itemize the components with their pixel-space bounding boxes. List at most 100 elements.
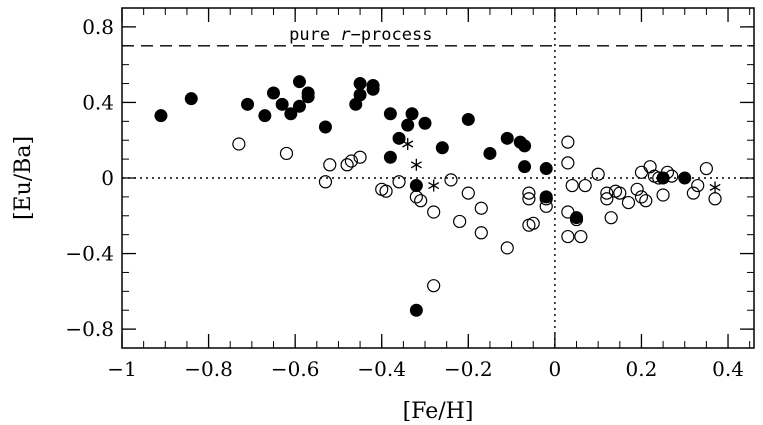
filled-circle-point (241, 97, 255, 111)
filled-circle-point (154, 109, 168, 123)
open-circle-point (522, 186, 536, 200)
filled-circle-point (418, 116, 432, 130)
open-circle-point (539, 199, 553, 213)
open-circle-point (591, 167, 605, 181)
open-circle-point (344, 154, 359, 168)
filled-circle-point (284, 107, 298, 121)
filled-circle-point (366, 82, 380, 96)
x-tick-label: −0.8 (184, 357, 233, 381)
filled-circle-point (539, 162, 553, 176)
open-circle-point (665, 169, 679, 183)
open-circle-point (634, 165, 649, 179)
x-tick-label: −0.6 (271, 357, 320, 381)
filled-circle-point (383, 150, 397, 164)
annotation-r-italic: r (340, 25, 351, 45)
open-circle-point (561, 205, 575, 219)
x-tick-label: 0.2 (626, 357, 658, 381)
filled-circle-point (383, 107, 397, 121)
open-circle-point (686, 186, 700, 200)
open-circle-point (613, 186, 627, 200)
data-points (154, 75, 722, 317)
open-circle-point (539, 192, 553, 206)
x-tick-label: −0.2 (444, 357, 493, 381)
tick-labels: −1 −0.8 −0.6 −0.4 −0.2 0 0.2 0.4 −0.8 −0.4 0 0.4 0.8 (65, 15, 744, 381)
open-circle-point (318, 175, 333, 189)
open-circle-point (565, 178, 579, 193)
filled-circle-point (301, 90, 315, 104)
open-circle-point (600, 192, 614, 206)
open-circle-point (414, 194, 428, 208)
open-circle-point (634, 190, 649, 204)
open-circle-point (353, 150, 367, 164)
y-tick-label: 0.4 (82, 90, 114, 114)
open-circle-point (639, 194, 653, 208)
open-circle-point (427, 205, 441, 219)
open-circle-point (621, 195, 636, 210)
open-circle-point (643, 160, 657, 174)
open-circle-point (578, 178, 592, 193)
open-circle-point (392, 175, 406, 189)
x-axis-title: [Fe/H] (403, 399, 474, 424)
open-circle-point (427, 279, 441, 293)
filled-circle-point (401, 118, 415, 132)
asterisk-point (410, 158, 422, 171)
filled-circle-point (292, 99, 306, 113)
open-circle-point (232, 137, 246, 151)
open-circle-point (522, 192, 536, 206)
x-tick-label: 0 (549, 357, 562, 381)
filled-circle-point (392, 131, 406, 145)
filled-circle-point (409, 303, 423, 317)
open-circle-point (526, 216, 540, 230)
open-circle-point (409, 190, 423, 204)
open-circle-point (699, 161, 713, 176)
asterisk-point (402, 138, 414, 150)
open-circle-point (444, 173, 458, 187)
annotation-suffix: −process (351, 25, 433, 45)
y-tick-label: 0 (101, 166, 114, 190)
reference-lines (122, 8, 754, 348)
open-circle-point (604, 211, 618, 225)
filled-circle-point (461, 112, 475, 126)
filled-circle-point (267, 86, 281, 100)
open-circle-point (561, 156, 575, 170)
open-circle-point (660, 165, 675, 179)
asterisk-point (428, 179, 440, 192)
annotation-prefix: pure (289, 25, 340, 45)
annotation-label: pure r−process (289, 25, 432, 45)
open-circle-point (691, 178, 705, 193)
filled-circle-point (353, 88, 367, 102)
filled-circle-point (678, 171, 692, 185)
filled-circle-point (405, 107, 419, 121)
open-circle-point (656, 188, 670, 202)
filled-circle-point (184, 92, 198, 106)
open-circle-point (379, 184, 393, 198)
filled-circle-point (435, 141, 449, 155)
y-axis-title: [Eu/Ba] (11, 136, 36, 220)
open-circle-point (323, 158, 337, 172)
open-circle-point (340, 158, 354, 172)
filled-circle-point (292, 75, 306, 89)
filled-circle-point (518, 139, 532, 153)
filled-circle-point (483, 146, 497, 160)
open-circle-point (561, 229, 575, 244)
filled-circle-point (318, 120, 332, 134)
x-tick-label: −1 (107, 357, 136, 381)
open-circle-point (574, 229, 588, 244)
filled-circle-point (500, 131, 514, 145)
open-circle-point (453, 214, 467, 229)
filled-circle-point (258, 109, 272, 123)
open-circle-point (630, 182, 644, 196)
filled-circle-point (275, 97, 289, 111)
x-tick-label: −0.4 (357, 357, 406, 381)
y-tick-label: −0.4 (65, 242, 114, 266)
filled-circle-point (353, 77, 367, 91)
filled-circle-point (409, 179, 423, 193)
y-tick-label: 0.8 (82, 15, 114, 39)
open-circle-point (474, 201, 488, 215)
open-circle-point (500, 241, 514, 255)
filled-circle-point (518, 160, 532, 174)
open-circle-point (569, 212, 584, 227)
x-tick-label: 0.4 (712, 357, 744, 381)
open-circle-point (600, 186, 614, 200)
